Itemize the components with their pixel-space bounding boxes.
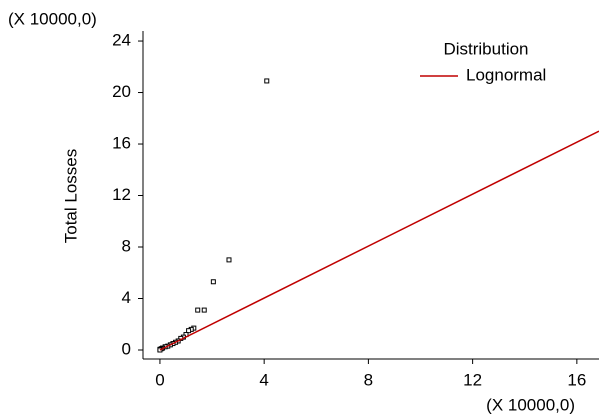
data-point (264, 78, 270, 84)
x-tick-label: 8 (364, 370, 373, 389)
legend-label: Lognormal (466, 65, 546, 84)
x-tick-label: 0 (155, 370, 164, 389)
x-tick-label: 16 (567, 370, 586, 389)
x-tick-label: 12 (463, 370, 482, 389)
y-axis-label: Total Losses (61, 149, 80, 244)
y-multiplier: (X 10000,0) (8, 9, 97, 28)
x-multiplier: (X 10000,0) (486, 395, 575, 414)
y-tick-label: 0 (122, 339, 131, 358)
y-tick-label: 16 (112, 134, 131, 153)
y-tick-label: 24 (112, 31, 131, 50)
y-tick-label: 20 (112, 82, 131, 101)
y-tick-label: 12 (112, 185, 131, 204)
y-tick-label: 4 (122, 288, 131, 307)
y-tick-label: 8 (122, 236, 131, 255)
data-point (195, 307, 201, 313)
data-point (201, 307, 207, 313)
fit-line (159, 130, 599, 351)
data-point (210, 279, 216, 285)
x-tick-label: 4 (259, 370, 268, 389)
data-point (186, 328, 192, 334)
legend-title: Distribution (443, 39, 528, 58)
data-point (226, 257, 232, 263)
